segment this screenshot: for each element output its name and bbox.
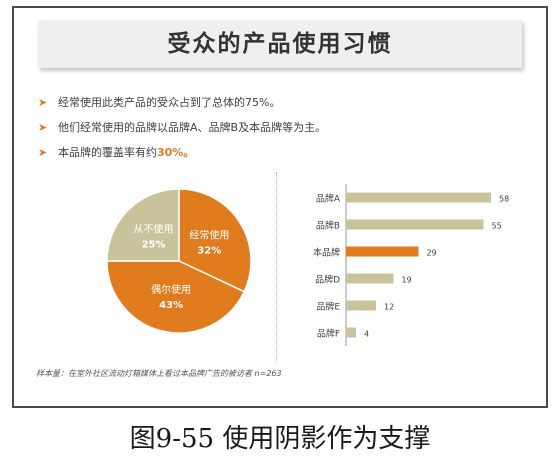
bar bbox=[346, 300, 376, 311]
pie-value-label: 43% bbox=[159, 300, 183, 311]
sample-footnote: 样本量：在室外社区流动灯箱媒体上看过本品牌广告的被访者 n=263 bbox=[36, 369, 282, 378]
figure-caption: 图9-55 使用阴影作为支撑 bbox=[129, 424, 431, 454]
bar-value-label: 29 bbox=[427, 249, 437, 258]
arrow-bullet-icon: ➤ bbox=[38, 96, 48, 109]
bar-value-label: 4 bbox=[364, 330, 369, 339]
brand-bar-chart: 品牌A 58 品牌B 55 本品牌 29 品牌D 19 品牌E 12 品牌F 4 bbox=[313, 184, 509, 346]
bar-category-label: 品牌A bbox=[316, 193, 341, 205]
pie-slice-label: 从不使用 bbox=[134, 223, 174, 236]
bullet-item: ➤ 他们经常使用的品牌以品牌A、品牌B及本品牌等为主。 bbox=[36, 115, 526, 140]
bar-category-label: 品牌F bbox=[317, 328, 340, 340]
bar bbox=[346, 327, 356, 338]
bar-value-label: 19 bbox=[402, 276, 412, 285]
pie-slice bbox=[106, 260, 246, 334]
arrow-bullet-icon: ➤ bbox=[38, 146, 48, 159]
usage-pie-chart: 经常使用 32% 偶尔使用 43% 从不使用 25% bbox=[106, 188, 252, 334]
pie-slice bbox=[106, 188, 180, 262]
bar-category-label: 品牌B bbox=[316, 220, 340, 232]
bullet-text: 本品牌的覆盖率有约 bbox=[58, 146, 157, 159]
pie-value-label: 25% bbox=[142, 240, 166, 251]
pie-value-label: 32% bbox=[197, 246, 221, 257]
bullet-text: 经常使用此类产品的受众占到了总体的75%。 bbox=[58, 96, 281, 109]
bar bbox=[346, 246, 419, 257]
pie-slice bbox=[178, 188, 252, 293]
bullet-item: ➤ 经常使用此类产品的受众占到了总体的75%。 bbox=[36, 90, 526, 115]
bullet-list: ➤ 经常使用此类产品的受众占到了总体的75%。 ➤ 他们经常使用的品牌以品牌A、… bbox=[36, 90, 526, 165]
bullet-highlight: 30%。 bbox=[157, 146, 195, 159]
pie-slice-label: 经常使用 bbox=[189, 229, 229, 242]
bar-value-label: 55 bbox=[492, 222, 502, 231]
bar-category-label: 品牌E bbox=[316, 301, 340, 313]
bar-value-label: 58 bbox=[499, 195, 509, 204]
pie-slice-label: 偶尔使用 bbox=[151, 283, 191, 296]
section-divider bbox=[276, 172, 277, 362]
bullet-text: 他们经常使用的品牌以品牌A、品牌B及本品牌等为主。 bbox=[58, 121, 327, 134]
bar bbox=[346, 192, 491, 203]
bar-value-label: 12 bbox=[384, 303, 394, 312]
title-bar: 受众的产品使用习惯 bbox=[38, 20, 522, 68]
bar bbox=[346, 219, 484, 230]
bar-category-label: 本品牌 bbox=[313, 247, 340, 259]
bullet-item: ➤ 本品牌的覆盖率有约30%。 bbox=[36, 140, 526, 165]
bar bbox=[346, 273, 394, 284]
arrow-bullet-icon: ➤ bbox=[38, 121, 48, 134]
bar-category-label: 品牌D bbox=[315, 274, 340, 286]
slide-frame: 受众的产品使用习惯 ➤ 经常使用此类产品的受众占到了总体的75%。 ➤ 他们经常… bbox=[12, 6, 548, 408]
slide-title: 受众的产品使用习惯 bbox=[167, 31, 393, 57]
